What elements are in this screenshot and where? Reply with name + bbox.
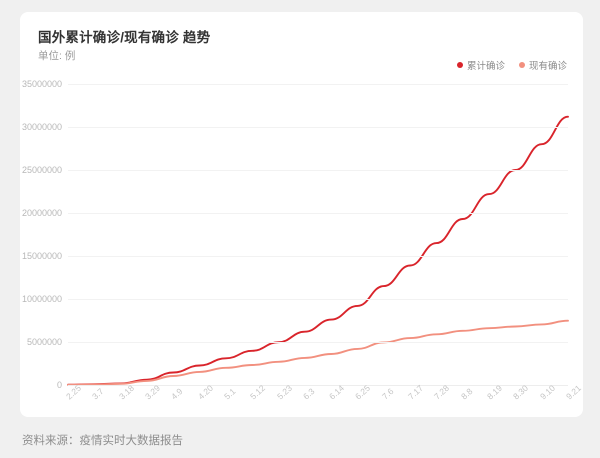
y-axis-tick-label: 15000000 [21, 251, 62, 261]
gridline [68, 299, 568, 300]
series-line-cumulative [67, 115, 569, 386]
axis-baseline [68, 385, 568, 386]
y-axis-tick-label: 30000000 [21, 122, 62, 132]
page-title: 国外累计确诊/现有确诊 趋势 [38, 30, 211, 45]
y-axis-tick-label: 20000000 [21, 208, 62, 218]
gridline [68, 170, 568, 171]
gridline [68, 342, 568, 343]
legend-label-cumulative: 累计确诊 [466, 61, 505, 72]
legend-dot-cumulative-icon [456, 62, 463, 68]
y-axis-tick-label: 0 [56, 380, 62, 390]
chart-card: 国外累计确诊/现有确诊 趋势 单位: 例 累计确诊 现有确诊 0 5000000 1… [20, 12, 583, 417]
gridline [68, 127, 568, 128]
series-line-current [67, 319, 569, 386]
gridline [68, 256, 568, 257]
legend-item-current[interactable]: 现有确诊 [518, 58, 567, 72]
gridline [68, 84, 568, 85]
legend-item-cumulative[interactable]: 累计确诊 [456, 58, 505, 72]
legend-dot-current-icon [518, 62, 525, 68]
chart-unit-label: 单位: 例 [38, 50, 76, 62]
gridline [68, 213, 568, 214]
legend-label-current: 现有确诊 [528, 61, 567, 72]
line-chart-svg [67, 115, 569, 386]
y-axis-tick-label: 5000000 [26, 337, 62, 347]
chart-plot-area: 0 5000000 10000000 15000000 20000000 25000000… [20, 12, 583, 417]
y-axis-tick-label: 25000000 [21, 165, 62, 175]
y-axis-tick-label: 35000000 [21, 79, 62, 89]
source-note: 资料来源：疫情实时大数据报告 [22, 435, 183, 447]
y-axis-tick-label: 10000000 [21, 294, 62, 304]
chart-legend: 累计确诊 现有确诊 [456, 58, 567, 72]
